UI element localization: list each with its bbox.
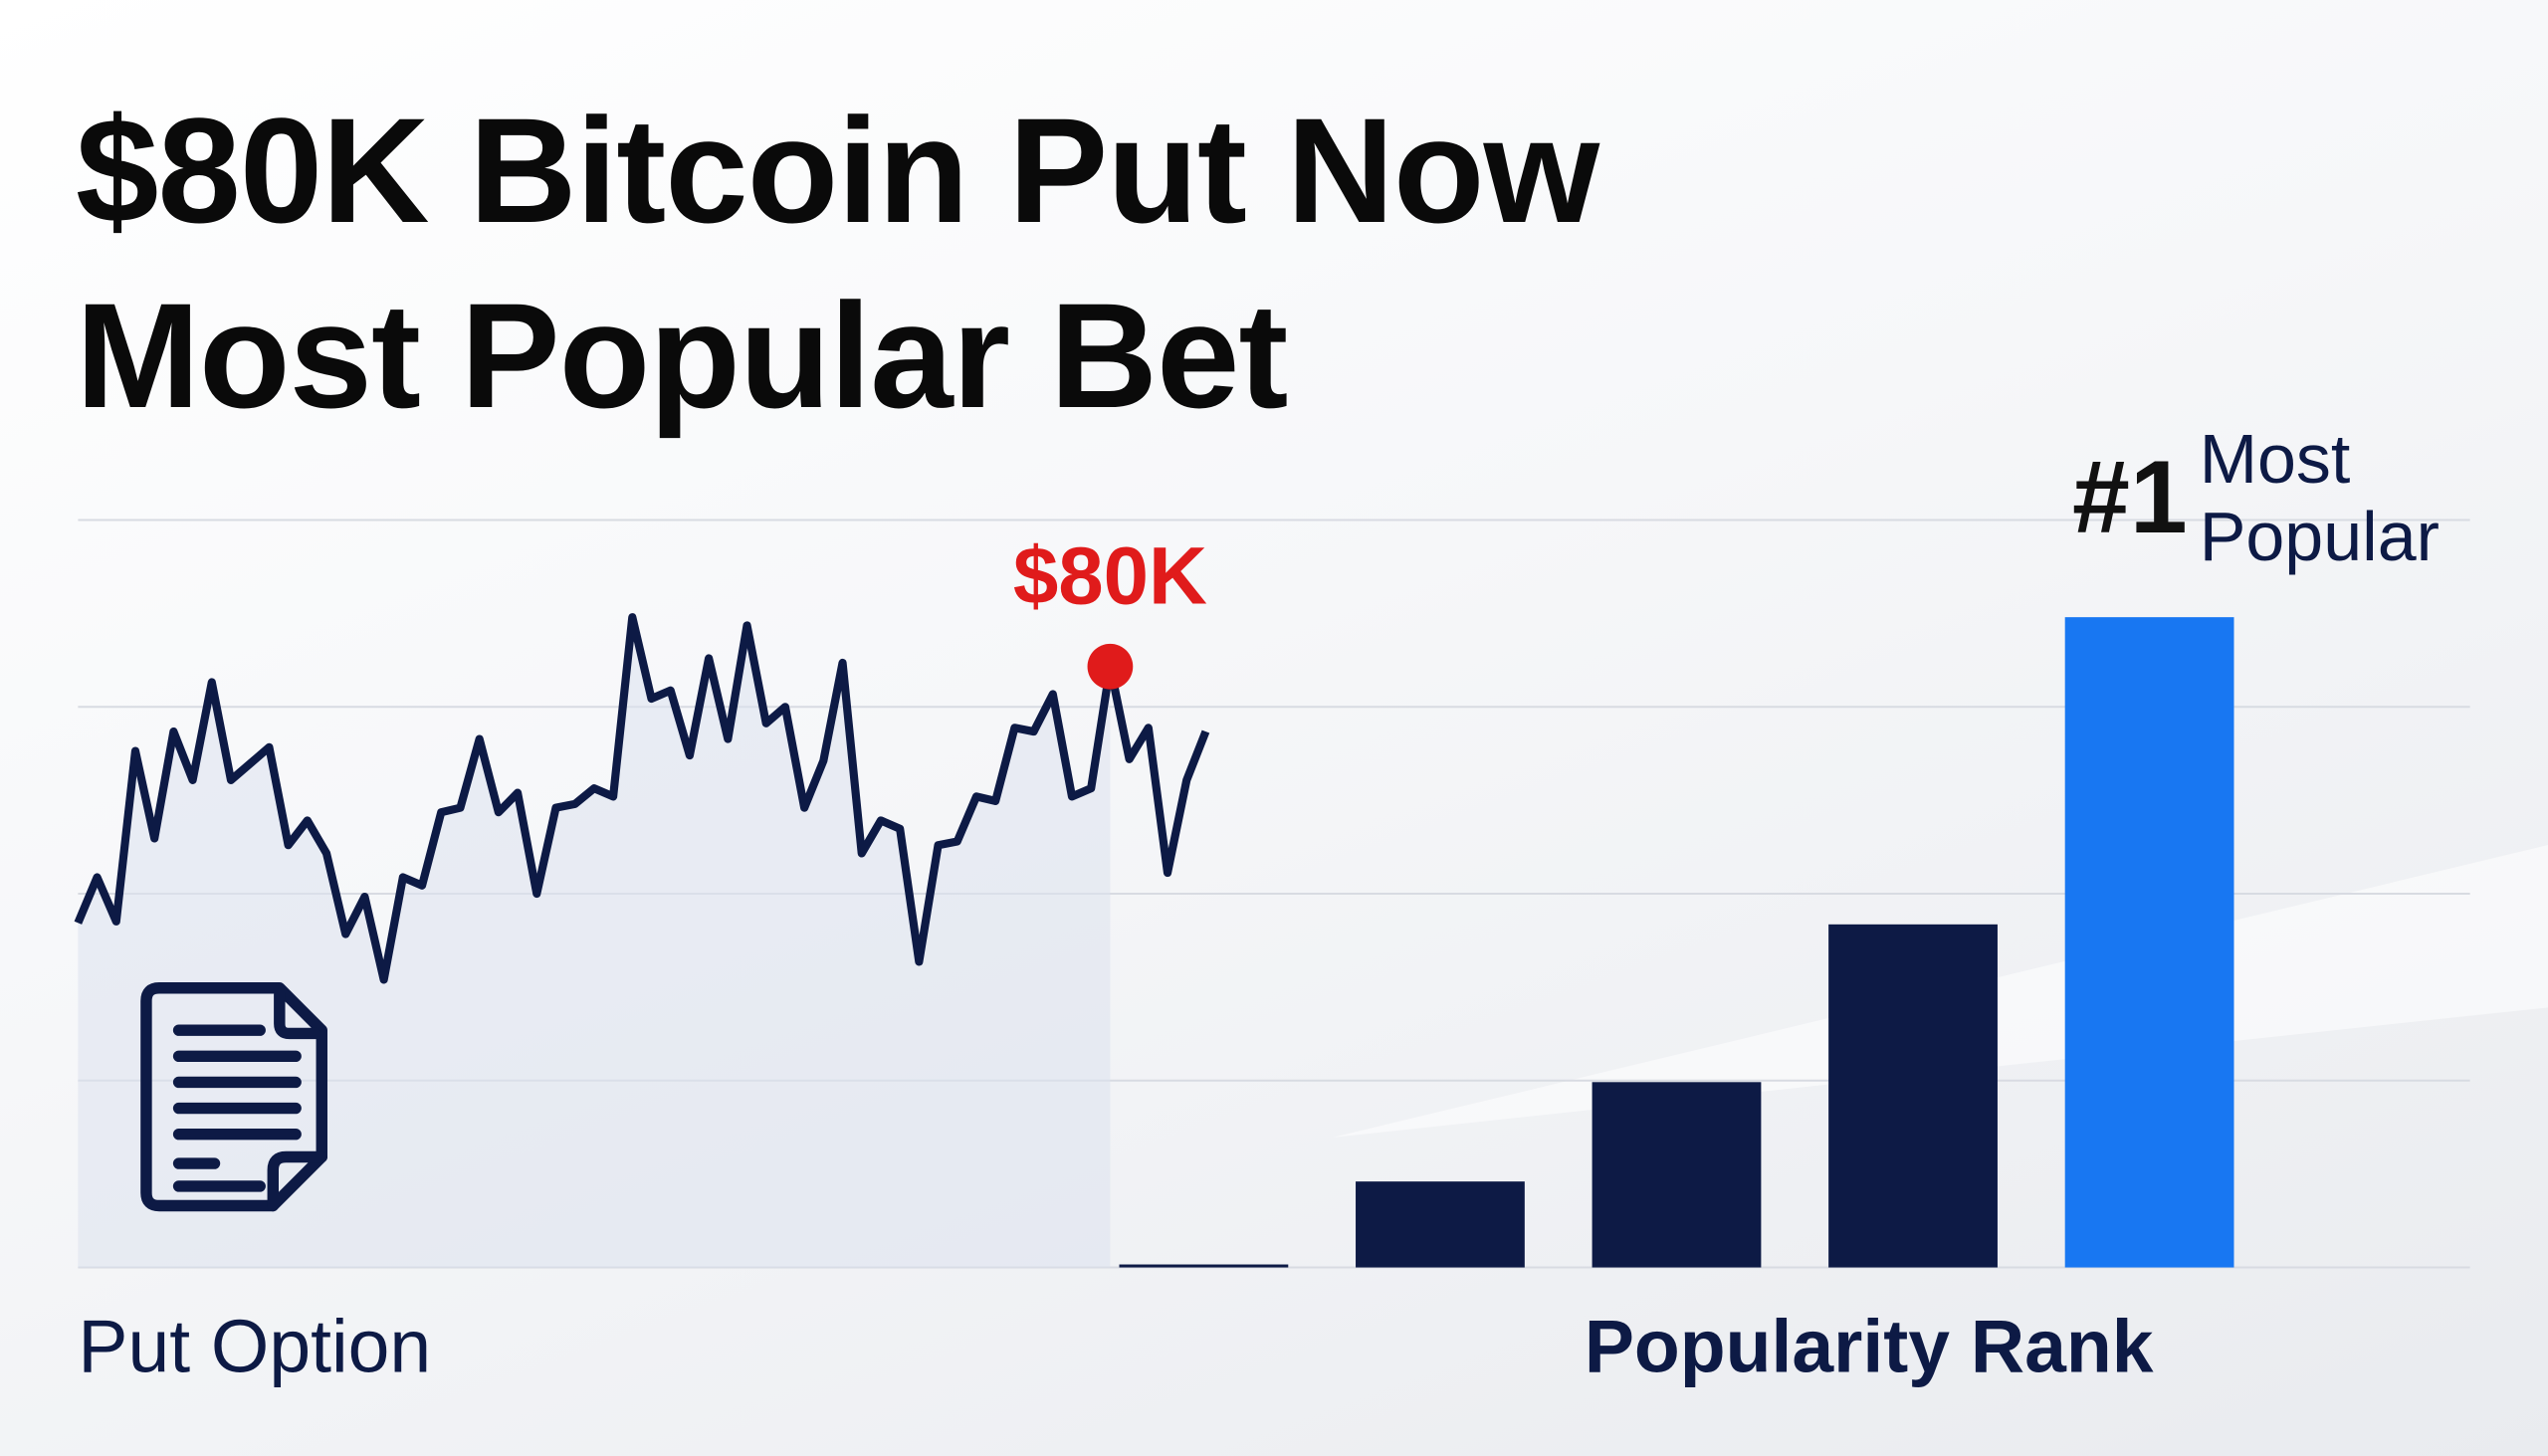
rank-text: Most Popular (2199, 420, 2440, 575)
line (74, 613, 1210, 984)
plot: $80K (74, 519, 2470, 1269)
bar (1356, 1181, 1525, 1268)
bar-x-label: Popularity Rank (1585, 1304, 2154, 1387)
highlight-point (1087, 643, 1134, 690)
rank-annotation: #1 Most Popular (2072, 420, 2468, 575)
bar (1828, 924, 1998, 1268)
bar (1119, 1264, 1289, 1268)
rank-number: #1 (2072, 439, 2188, 555)
line-x-label: Put Option (78, 1304, 431, 1387)
bar (1592, 1082, 1762, 1268)
title: $80K Bitcoin Put Now Most Popular Bet (76, 87, 1599, 439)
document-icon (140, 982, 327, 1212)
area-shade (78, 617, 1111, 1268)
annotation: $80K (1013, 530, 1207, 621)
bar (2064, 617, 2234, 1268)
